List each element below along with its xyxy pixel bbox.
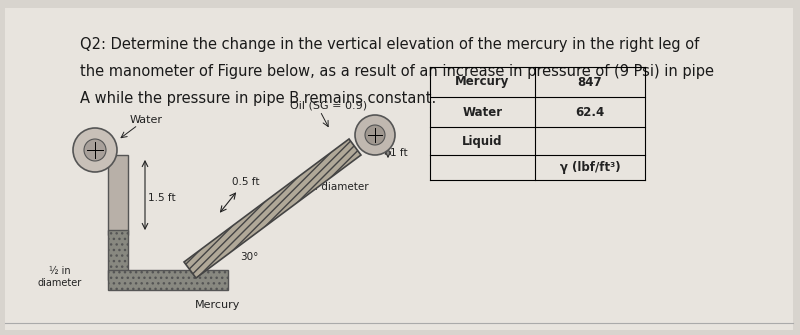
Circle shape xyxy=(355,115,395,155)
Bar xyxy=(108,155,128,235)
Text: Water: Water xyxy=(462,106,502,119)
Text: 62.4: 62.4 xyxy=(575,106,605,119)
Circle shape xyxy=(73,128,117,172)
Text: Mercury: Mercury xyxy=(195,300,240,310)
Circle shape xyxy=(84,139,106,161)
Text: 1 ft: 1 ft xyxy=(390,148,408,158)
FancyBboxPatch shape xyxy=(5,8,793,330)
Text: Mercury: Mercury xyxy=(455,75,510,88)
Text: Water: Water xyxy=(130,115,163,125)
Text: the manometer of Figure below, as a result of an increase in pressure of (9 Psi): the manometer of Figure below, as a resu… xyxy=(80,64,714,79)
Bar xyxy=(108,270,228,290)
Text: γ (lbf/ft³): γ (lbf/ft³) xyxy=(560,161,620,174)
Text: Oil (SG = 0.9): Oil (SG = 0.9) xyxy=(290,100,367,110)
Circle shape xyxy=(365,125,385,145)
Text: 0.5 ft: 0.5 ft xyxy=(232,177,259,187)
Text: 847: 847 xyxy=(578,75,602,88)
Text: Liquid: Liquid xyxy=(462,134,502,147)
Text: ½ in
diameter: ½ in diameter xyxy=(38,266,82,288)
Text: A while the pressure in pipe B remains constant.: A while the pressure in pipe B remains c… xyxy=(80,91,436,106)
Text: 30°: 30° xyxy=(240,252,258,262)
Text: 1
4: 1 4 xyxy=(297,176,303,198)
Text: 1.5 ft: 1.5 ft xyxy=(148,193,176,203)
Text: in. diameter: in. diameter xyxy=(305,182,369,192)
Polygon shape xyxy=(184,139,361,278)
Text: Q2: Determine the change in the vertical elevation of the mercury in the right l: Q2: Determine the change in the vertical… xyxy=(80,37,699,52)
Bar xyxy=(108,230,128,280)
